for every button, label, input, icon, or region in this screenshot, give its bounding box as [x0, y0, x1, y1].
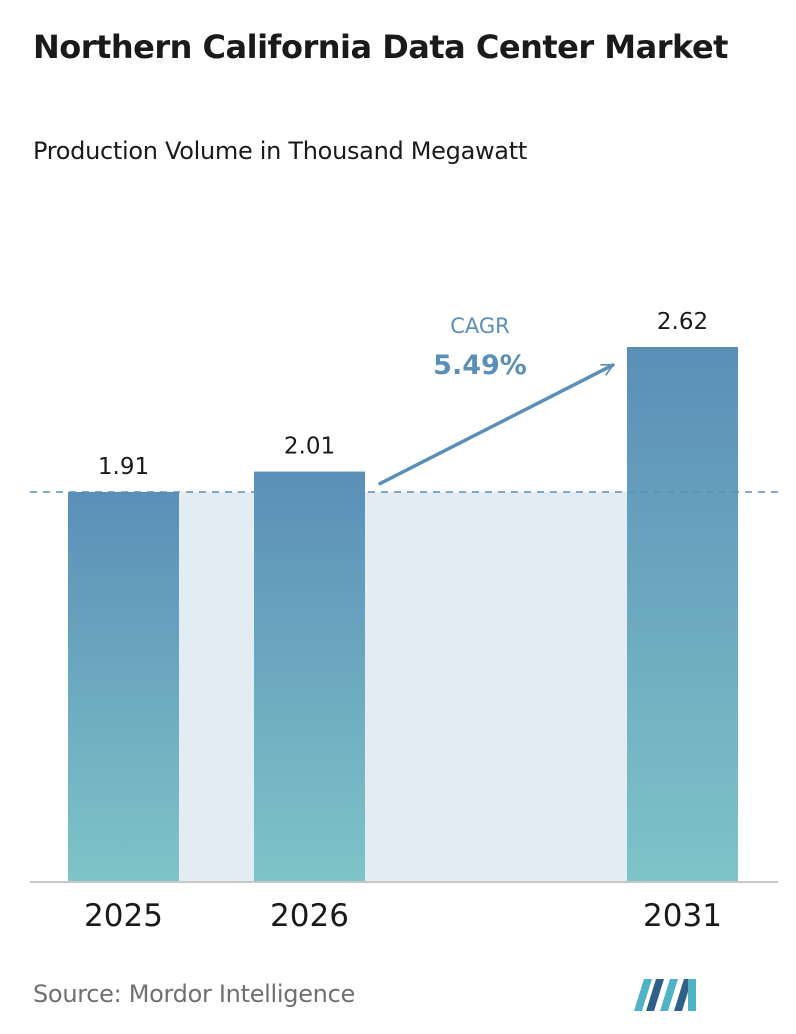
source-note: Source: Mordor Intelligence [33, 980, 355, 1008]
bar-2031 [627, 346, 738, 883]
x-tick-label-2026: 2026 [270, 898, 349, 934]
x-tick-label-2031: 2031 [643, 898, 722, 934]
reference-band-fill [68, 491, 738, 882]
reference-band [68, 491, 738, 882]
cagr-label: CAGR [450, 314, 510, 338]
bar-2025 [68, 491, 179, 882]
chart-subtitle: Production Volume in Thousand Megawatt [33, 137, 527, 165]
cagr-arrow [378, 363, 615, 486]
data-label-2031: 2.62 [657, 309, 708, 335]
bar-chart: 1.91 2025 2.01 2026 2.62 2031 CAGR 5.49% [30, 309, 778, 934]
bar-2026 [254, 471, 365, 882]
mordor-intelligence-logo [634, 979, 696, 1011]
bars [68, 346, 738, 883]
cagr-value: 5.49% [433, 350, 527, 381]
x-tick-label-2025: 2025 [84, 898, 163, 934]
data-label-2026: 2.01 [284, 434, 335, 460]
data-label-2025: 1.91 [98, 454, 149, 480]
chart-title: Northern California Data Center Market [33, 28, 728, 66]
